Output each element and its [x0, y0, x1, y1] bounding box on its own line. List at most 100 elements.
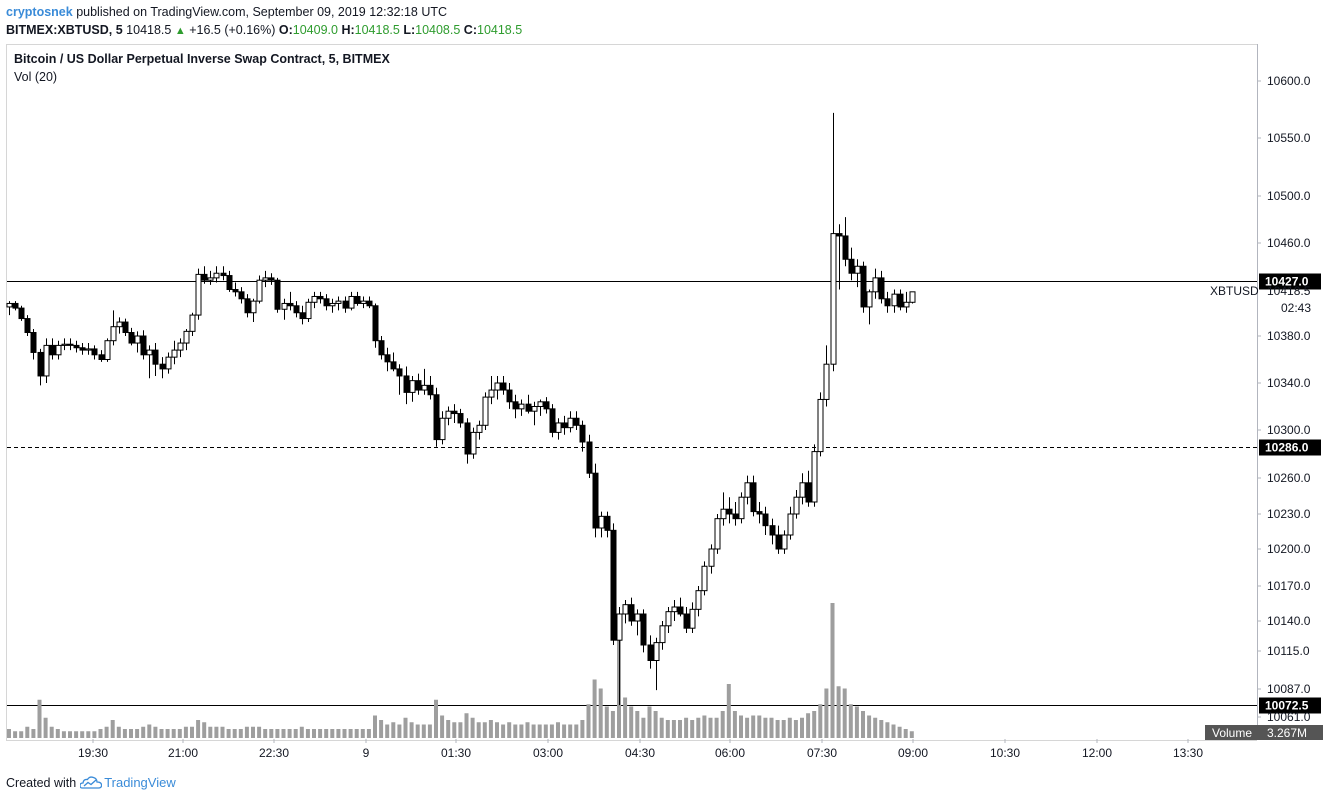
candle — [232, 282, 239, 297]
volume-bar — [854, 706, 859, 738]
candle-body — [561, 422, 568, 429]
candle-body — [555, 422, 562, 433]
volume-bar — [562, 724, 567, 738]
tradingview-logo[interactable]: TradingView — [80, 775, 176, 790]
candle — [567, 411, 574, 433]
volume-bar — [37, 699, 42, 738]
volume-bar — [775, 720, 780, 738]
candle — [378, 336, 385, 360]
candle-body — [183, 330, 190, 344]
candle-body — [24, 318, 31, 334]
volume-bar — [842, 688, 847, 738]
candle-body — [677, 606, 684, 615]
volume-bar — [153, 726, 158, 738]
volume-bar — [190, 726, 194, 738]
candle-body — [146, 349, 153, 356]
volume-bar — [214, 726, 219, 738]
candle-body — [305, 301, 312, 320]
volume-bar — [141, 726, 146, 738]
candle-body — [403, 375, 410, 393]
candle — [384, 347, 391, 372]
candle-body — [439, 417, 446, 441]
volume-bar — [635, 711, 640, 738]
candle — [604, 511, 611, 538]
volume-bar — [684, 717, 689, 738]
candle-body — [903, 301, 910, 308]
volume-bar — [434, 699, 438, 738]
candle — [592, 463, 599, 538]
candle — [116, 317, 123, 334]
volume-bar — [574, 724, 579, 738]
volume-bar — [507, 722, 512, 738]
publish-line: cryptosnek published on TradingView.com,… — [6, 3, 522, 21]
candle — [701, 561, 708, 596]
x-tick-label: 22:30 — [259, 746, 289, 760]
volume-bar — [525, 722, 530, 738]
volume-bar — [897, 726, 902, 738]
candle — [726, 497, 733, 524]
x-tick-label: 01:30 — [441, 746, 471, 760]
candle — [464, 418, 471, 464]
y-tick-label: 10340.0 — [1267, 376, 1311, 390]
volume-bar — [129, 729, 133, 738]
volume-bar — [678, 720, 682, 738]
candle-body — [799, 482, 806, 498]
candle — [909, 291, 916, 304]
candle-body — [464, 422, 471, 455]
candle — [708, 544, 715, 574]
candle-body — [793, 496, 800, 515]
volume-bar — [19, 731, 24, 738]
candle — [744, 475, 751, 505]
candle — [884, 291, 891, 313]
candle-body — [268, 277, 275, 281]
volume-bar — [641, 717, 646, 738]
chart-pane[interactable] — [6, 44, 1257, 741]
candle — [281, 298, 288, 320]
candle-body — [708, 548, 715, 567]
candle-body — [12, 302, 19, 309]
y-tick-label: 10550.0 — [1267, 131, 1311, 145]
volume-bar — [787, 717, 792, 738]
candle — [769, 518, 776, 545]
candle — [104, 338, 111, 362]
candle — [140, 330, 147, 360]
candle-body — [201, 273, 208, 281]
candle-body — [79, 347, 86, 351]
close-label: C: — [463, 23, 477, 37]
volume-bar — [708, 717, 713, 738]
candle — [543, 397, 550, 414]
candle — [738, 492, 745, 524]
level-price-label: 10427.0 — [1265, 275, 1309, 289]
candle-body — [445, 410, 452, 419]
tradingview-brand: TradingView — [104, 775, 176, 790]
volume-bar — [244, 726, 249, 738]
author-link[interactable]: cryptosnek — [6, 5, 73, 19]
candle-body — [55, 344, 62, 356]
candle — [494, 375, 501, 400]
volume-bar — [665, 720, 670, 738]
volume-bar — [653, 711, 658, 738]
candle — [122, 318, 129, 336]
high-label: H: — [341, 23, 355, 37]
candle — [311, 291, 318, 309]
candle — [250, 298, 257, 323]
candle — [634, 609, 641, 636]
candle — [665, 607, 672, 633]
volume-bar — [610, 711, 615, 738]
candle — [488, 375, 495, 405]
candle-body — [43, 344, 50, 377]
candle-body — [85, 348, 92, 351]
candle-body — [238, 291, 245, 300]
volume-bar — [623, 697, 628, 738]
volume-bar — [74, 731, 79, 738]
candle — [171, 340, 178, 365]
candle-body — [854, 265, 861, 274]
candle-body — [891, 293, 898, 307]
candle — [30, 329, 37, 360]
y-tick-label: 10230.0 — [1267, 507, 1311, 521]
volume-bar — [659, 717, 664, 738]
candle — [195, 268, 202, 320]
candle — [201, 266, 208, 284]
candle-body — [830, 233, 837, 365]
